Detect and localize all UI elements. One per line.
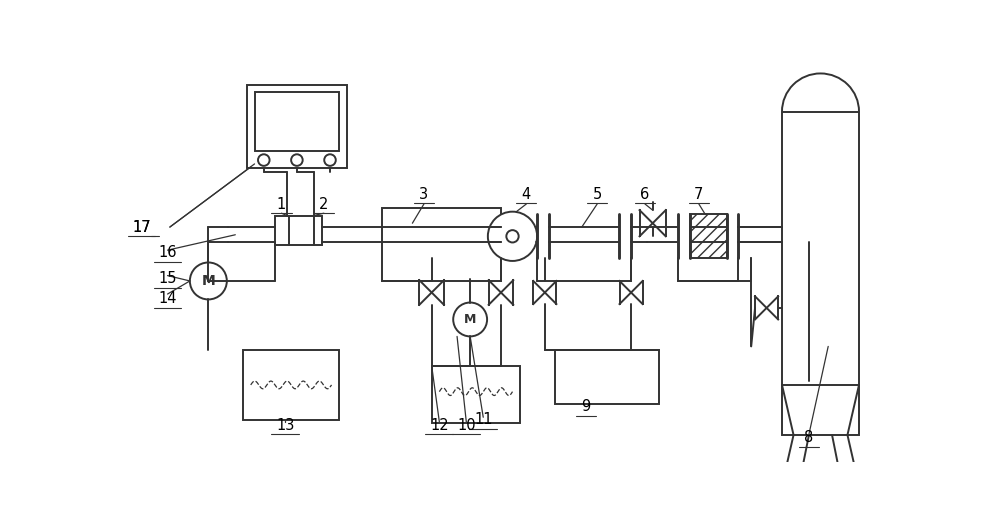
Text: 11: 11 — [474, 412, 492, 427]
Text: 9: 9 — [581, 399, 590, 414]
Text: 16: 16 — [158, 245, 177, 260]
Bar — [782, 112, 859, 435]
Circle shape — [258, 154, 270, 166]
Text: 17: 17 — [132, 220, 151, 235]
Circle shape — [453, 303, 487, 336]
Text: 17: 17 — [132, 220, 151, 235]
Circle shape — [488, 212, 537, 261]
Bar — [275, 215, 322, 245]
Text: M: M — [464, 313, 476, 326]
Text: 13: 13 — [276, 418, 295, 433]
Bar — [690, 214, 727, 258]
Circle shape — [506, 230, 519, 242]
Text: 2: 2 — [319, 197, 329, 212]
Text: 1: 1 — [277, 197, 286, 212]
Text: 14: 14 — [158, 291, 177, 306]
Bar — [382, 208, 501, 281]
Bar — [243, 350, 339, 419]
Text: 12: 12 — [430, 418, 449, 433]
Text: 7: 7 — [694, 187, 704, 202]
Text: 4: 4 — [522, 187, 531, 202]
Text: 15: 15 — [158, 271, 177, 286]
Bar — [432, 366, 520, 424]
Text: 10: 10 — [457, 418, 476, 433]
Bar — [247, 85, 347, 168]
Text: 5: 5 — [593, 187, 602, 202]
Text: 6: 6 — [640, 187, 650, 202]
Circle shape — [291, 154, 303, 166]
Circle shape — [190, 263, 227, 299]
Bar — [555, 350, 659, 404]
Circle shape — [324, 154, 336, 166]
Text: M: M — [201, 274, 215, 288]
Text: 3: 3 — [419, 187, 429, 202]
Text: 8: 8 — [804, 430, 814, 445]
Bar — [255, 92, 339, 151]
